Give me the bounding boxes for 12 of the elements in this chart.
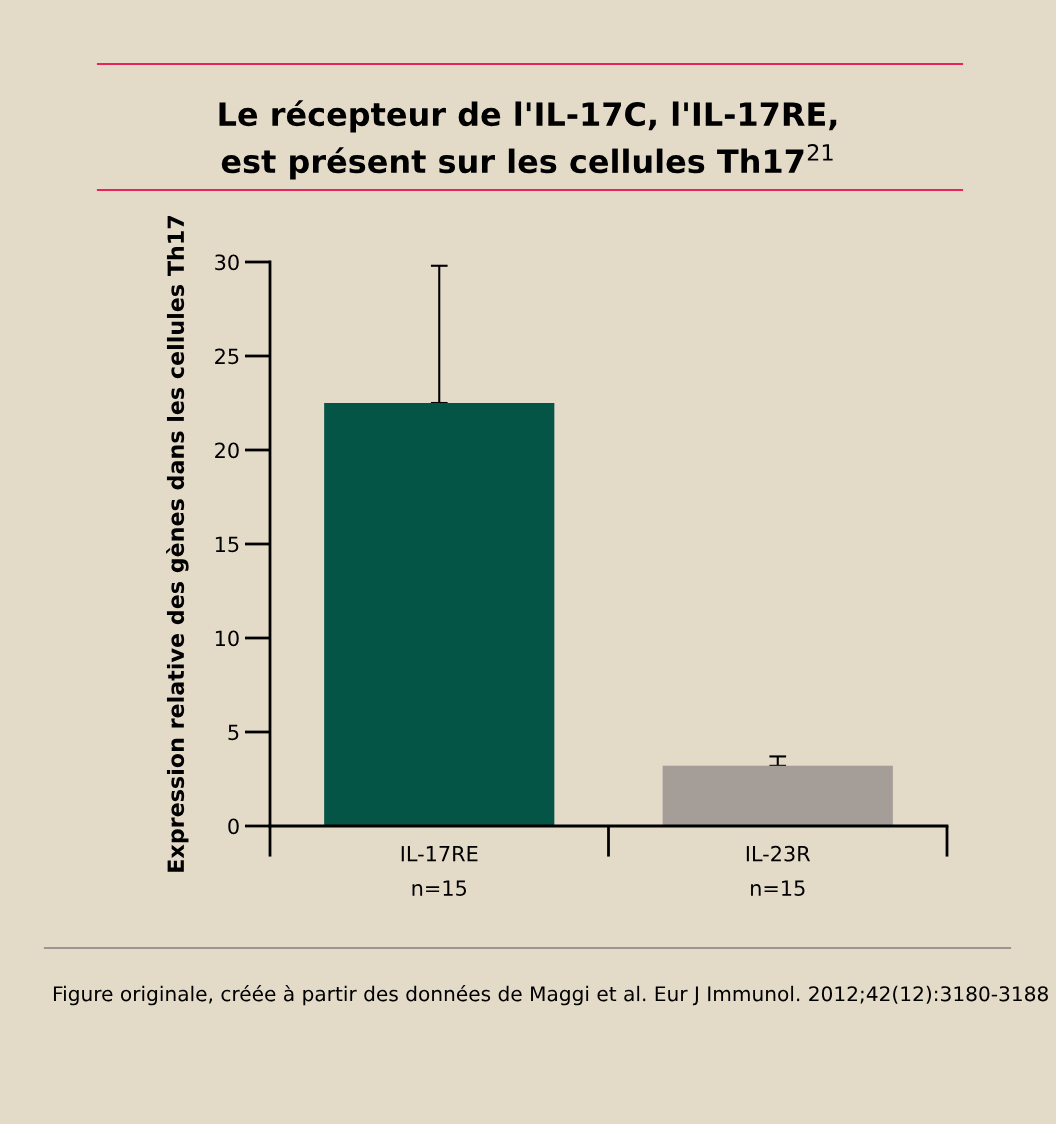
- y-axis-title: Expression relative des gènes dans les cellules Th17: [166, 216, 189, 872]
- x-tick-label: IL-17RE n=15: [401, 846, 478, 896]
- y-tick-label: 15: [215, 536, 239, 553]
- y-tick-label: 30: [215, 254, 239, 271]
- y-tick-label: 20: [215, 442, 239, 459]
- chart-title: Le récepteur de l'IL-17C, l'IL-17RE, est présent sur les cellules Th17$^{21}$: [219, 100, 837, 180]
- text: Figure originale, créée à partir des données de Maggi et al. Eur J Immunol. 2012;42(12):3180-3188: [53, 985, 1048, 1006]
- y-tick-label: 25: [215, 348, 239, 365]
- y-tick-label: 5: [228, 724, 239, 741]
- y-tick-label: 0: [228, 818, 239, 835]
- x-tick-label: IL-23R n=15: [746, 845, 811, 896]
- y-tick-label: 10: [215, 630, 239, 647]
